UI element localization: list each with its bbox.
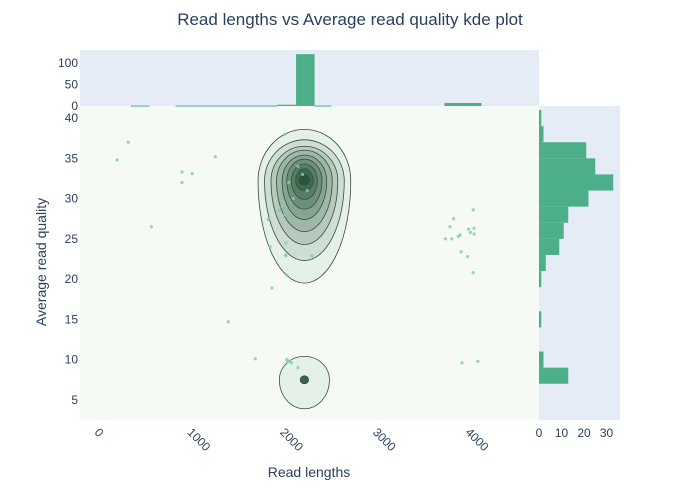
- right-histogram-bar: [539, 158, 596, 175]
- scatter-point: [472, 232, 476, 236]
- y-tick-label: 30: [65, 192, 79, 206]
- y-axis-label: Average read quality: [33, 198, 49, 326]
- scatter-point: [468, 230, 472, 235]
- right-histogram-x-ticks: 0 10 20 30: [536, 426, 614, 440]
- scatter-point: [226, 320, 230, 324]
- right-histogram-x-tick-label: 0: [536, 426, 543, 440]
- scatter-point: [266, 217, 270, 222]
- scatter-point: [458, 233, 462, 237]
- y-tick-label: 40: [65, 111, 79, 125]
- scatter-point: [471, 271, 475, 275]
- x-tick-label: 3000: [370, 425, 399, 454]
- top-histogram-bar: [175, 105, 278, 107]
- top-histogram-bar: [444, 102, 482, 106]
- scatter-point: [476, 359, 480, 363]
- scatter-point: [280, 205, 284, 209]
- scatter-point: [443, 237, 447, 241]
- scatter-point: [296, 164, 300, 168]
- x-axis-ticks: 0 1000 2000 3000 4000: [92, 425, 492, 454]
- kde-contour-bottom: [299, 375, 309, 385]
- y-tick-label: 15: [65, 312, 79, 326]
- scatter-point: [466, 227, 471, 231]
- right-histogram-bar: [539, 254, 546, 272]
- scatter-point: [268, 245, 272, 249]
- scatter-point: [310, 254, 314, 258]
- scatter-point: [289, 361, 294, 365]
- scatter-point: [282, 201, 286, 205]
- scatter-point: [270, 286, 274, 290]
- top-histogram-bar: [131, 105, 150, 107]
- right-histogram-x-tick-label: 10: [555, 426, 569, 440]
- scatter-point: [190, 172, 194, 176]
- chart-title: Read lengths vs Average read quality kde…: [177, 10, 523, 29]
- x-tick-label: 0: [92, 425, 107, 440]
- scatter-point: [300, 172, 305, 177]
- scatter-point: [283, 132, 287, 136]
- top-histogram-bar: [314, 105, 332, 107]
- scatter-point: [471, 208, 475, 212]
- kde-contours: [257, 128, 352, 409]
- scatter-point: [180, 170, 184, 174]
- scatter-point: [459, 250, 463, 254]
- x-axis-label: Read lengths: [268, 464, 351, 480]
- scatter-point: [450, 237, 454, 241]
- y-tick-label: 35: [65, 151, 79, 165]
- scatter-point: [284, 253, 288, 257]
- scatter-point: [277, 209, 281, 213]
- scatter-point: [126, 140, 130, 144]
- scatter-point: [283, 213, 287, 217]
- right-histogram-bar: [539, 110, 542, 127]
- scatter-point: [452, 217, 456, 221]
- y-tick-label: 5: [71, 393, 78, 407]
- scatter-point: [213, 155, 217, 159]
- scatter-point: [287, 180, 291, 185]
- scatter-point: [291, 196, 295, 201]
- scatter-point: [180, 180, 184, 185]
- right-histogram-x-tick-label: 20: [577, 426, 591, 440]
- x-tick-label: 1000: [185, 425, 214, 454]
- right-histogram-bar: [539, 206, 569, 223]
- top-histogram-y-tick-label: 100: [58, 56, 78, 70]
- right-histogram-bar: [539, 238, 560, 255]
- scatter-point: [296, 366, 300, 370]
- y-tick-label: 10: [65, 353, 79, 367]
- right-histogram-bar: [539, 311, 542, 328]
- y-tick-label: 20: [65, 272, 79, 286]
- right-histogram-bar: [539, 174, 614, 191]
- scatter-point: [284, 241, 288, 245]
- right-histogram: [539, 110, 614, 384]
- top-histogram-bar: [277, 104, 297, 106]
- scatter-point: [448, 225, 452, 229]
- x-tick-label: 4000: [463, 425, 492, 454]
- right-histogram-bar: [539, 271, 542, 288]
- scatter-point: [472, 226, 476, 230]
- top-histogram-y-tick-label: 0: [71, 99, 78, 113]
- y-axis-ticks: 5 10 15 20 25 30 35 40: [65, 111, 79, 407]
- scatter-point: [149, 225, 153, 229]
- top-histogram: [131, 54, 482, 107]
- scatter-point: [460, 361, 464, 365]
- scatter-point: [466, 254, 470, 259]
- scatter-point: [305, 188, 309, 193]
- x-tick-label: 2000: [277, 425, 306, 454]
- right-histogram-bar: [539, 222, 564, 239]
- right-histogram-bar: [539, 126, 544, 143]
- scatter-point: [253, 357, 257, 361]
- top-histogram-y-ticks: 0 50 100: [58, 56, 78, 113]
- right-histogram-bar: [539, 142, 587, 159]
- scatter-point: [115, 158, 119, 162]
- kde-contour-top: [298, 174, 310, 186]
- right-histogram-bar: [539, 190, 589, 207]
- right-histogram-x-tick-label: 30: [600, 426, 614, 440]
- y-tick-label: 25: [65, 232, 79, 246]
- top-histogram-bar: [296, 54, 315, 106]
- right-histogram-bar: [539, 351, 544, 368]
- scatter-points: [115, 132, 480, 370]
- scatter-point: [285, 273, 289, 277]
- top-histogram-y-tick-label: 50: [65, 77, 79, 91]
- right-histogram-bar: [539, 367, 569, 384]
